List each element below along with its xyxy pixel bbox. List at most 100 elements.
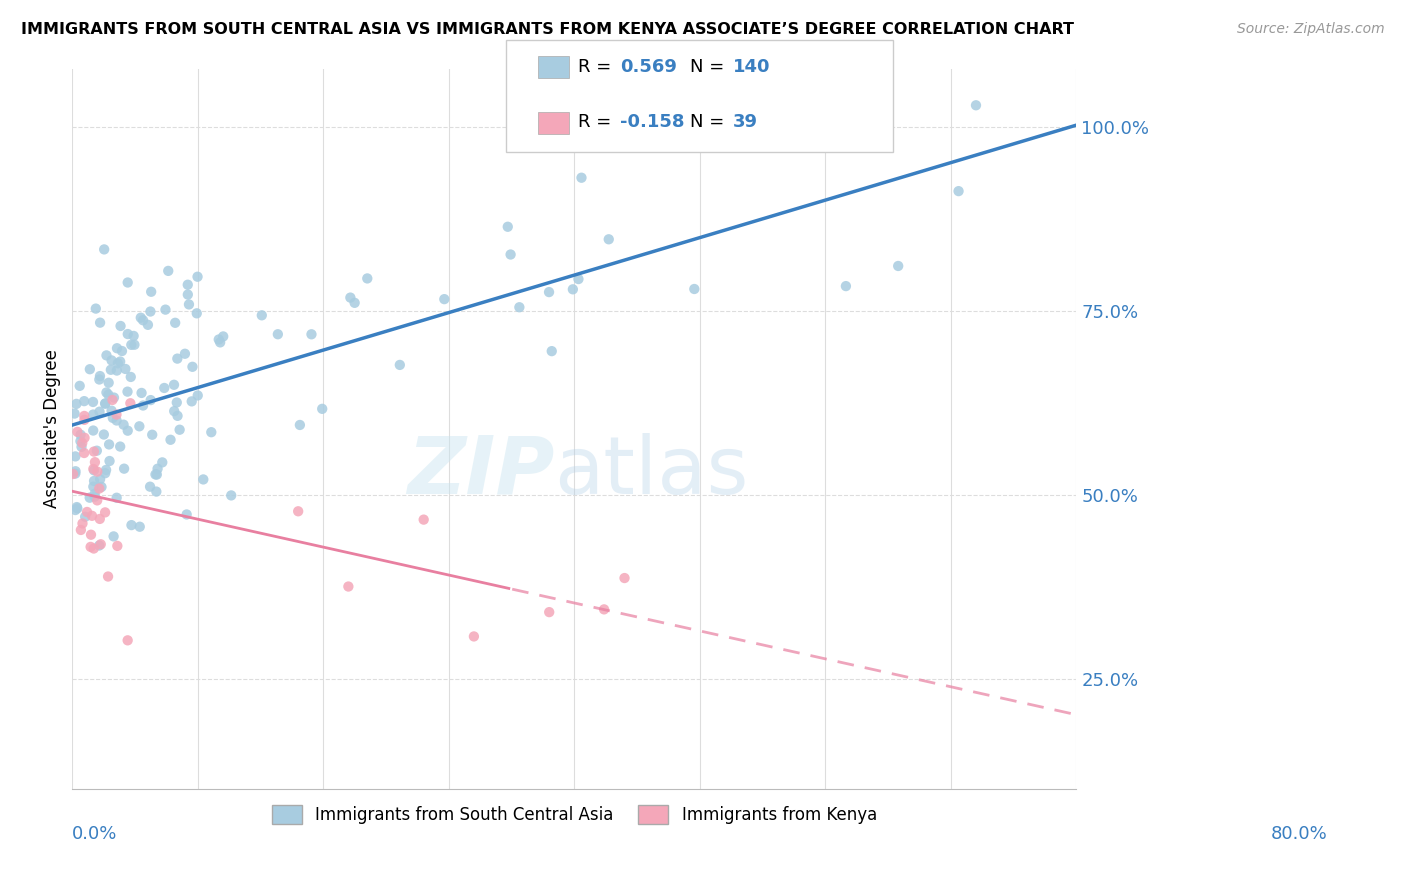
Point [146, 467, 169, 482]
Point [84, 455, 107, 469]
Point [82, 408, 104, 422]
Point [93, 427, 115, 442]
Point [98, 454, 121, 468]
Point [69, 379, 91, 393]
Point [105, 491, 128, 505]
Point [187, 388, 209, 402]
Point [193, 472, 215, 486]
Point [79, 540, 101, 554]
Point [97, 376, 120, 390]
Point [388, 358, 411, 372]
Point [83, 490, 105, 504]
Point [96, 385, 118, 400]
Point [129, 310, 152, 325]
Text: ZIP: ZIP [406, 433, 554, 511]
Point [107, 356, 129, 370]
Point [153, 381, 176, 395]
Point [108, 440, 131, 454]
Point [73, 446, 96, 460]
Point [287, 504, 309, 518]
Point [65, 464, 87, 478]
Point [219, 488, 242, 502]
Point [94, 505, 117, 519]
Point [208, 333, 231, 347]
Point [63, 407, 86, 421]
Point [114, 362, 136, 376]
Point [145, 467, 167, 482]
Point [145, 484, 167, 499]
Point [496, 219, 519, 234]
Point [69, 427, 91, 442]
Point [117, 276, 139, 290]
Point [499, 247, 522, 261]
Point [177, 277, 200, 292]
Point [120, 396, 142, 410]
Point [166, 409, 188, 423]
Point [561, 282, 583, 296]
Point [105, 413, 128, 427]
Point [683, 282, 706, 296]
Point [412, 513, 434, 527]
Y-axis label: Associate's Degree: Associate's Degree [44, 350, 60, 508]
Point [835, 279, 858, 293]
Point [73, 394, 96, 409]
Point [86, 493, 108, 508]
Point [212, 329, 235, 343]
Point [89, 316, 111, 330]
Point [66, 425, 89, 439]
Point [613, 571, 636, 585]
Text: N =: N = [690, 113, 730, 131]
Point [186, 269, 208, 284]
Point [72, 516, 94, 531]
Point [112, 461, 135, 475]
Text: -0.158: -0.158 [620, 113, 685, 131]
Point [128, 419, 150, 434]
Point [94, 463, 117, 477]
Point [132, 399, 155, 413]
Point [598, 232, 620, 246]
Point [89, 512, 111, 526]
Point [117, 424, 139, 438]
Point [86, 465, 108, 479]
Point [72, 436, 94, 450]
Point [139, 393, 162, 408]
Point [93, 243, 115, 257]
Point [163, 377, 186, 392]
Point [356, 271, 378, 285]
Point [117, 633, 139, 648]
Text: 80.0%: 80.0% [1271, 825, 1327, 843]
Point [301, 327, 323, 342]
Point [83, 474, 105, 488]
Point [112, 417, 135, 432]
Point [131, 386, 153, 401]
Point [463, 629, 485, 643]
Text: IMMIGRANTS FROM SOUTH CENTRAL ASIA VS IMMIGRANTS FROM KENYA ASSOCIATE’S DEGREE C: IMMIGRANTS FROM SOUTH CENTRAL ASIA VS IM… [21, 22, 1074, 37]
Point [209, 335, 232, 350]
Text: N =: N = [690, 58, 730, 76]
Point [65, 450, 87, 464]
Point [157, 264, 180, 278]
Point [339, 291, 361, 305]
Point [82, 480, 104, 494]
Point [89, 405, 111, 419]
Point [155, 302, 177, 317]
Point [150, 455, 173, 469]
Point [105, 539, 128, 553]
Point [120, 338, 142, 352]
Point [97, 387, 120, 401]
Point [83, 463, 105, 477]
Text: Source: ZipAtlas.com: Source: ZipAtlas.com [1237, 22, 1385, 37]
Point [76, 505, 98, 519]
Point [101, 392, 124, 407]
Point [124, 337, 146, 351]
Point [177, 297, 200, 311]
Point [100, 363, 122, 377]
Point [82, 462, 104, 476]
Point [165, 316, 187, 330]
Point [86, 443, 108, 458]
Point [136, 318, 159, 332]
Point [89, 482, 111, 496]
Point [128, 520, 150, 534]
Point [89, 372, 111, 386]
Point [90, 480, 112, 494]
